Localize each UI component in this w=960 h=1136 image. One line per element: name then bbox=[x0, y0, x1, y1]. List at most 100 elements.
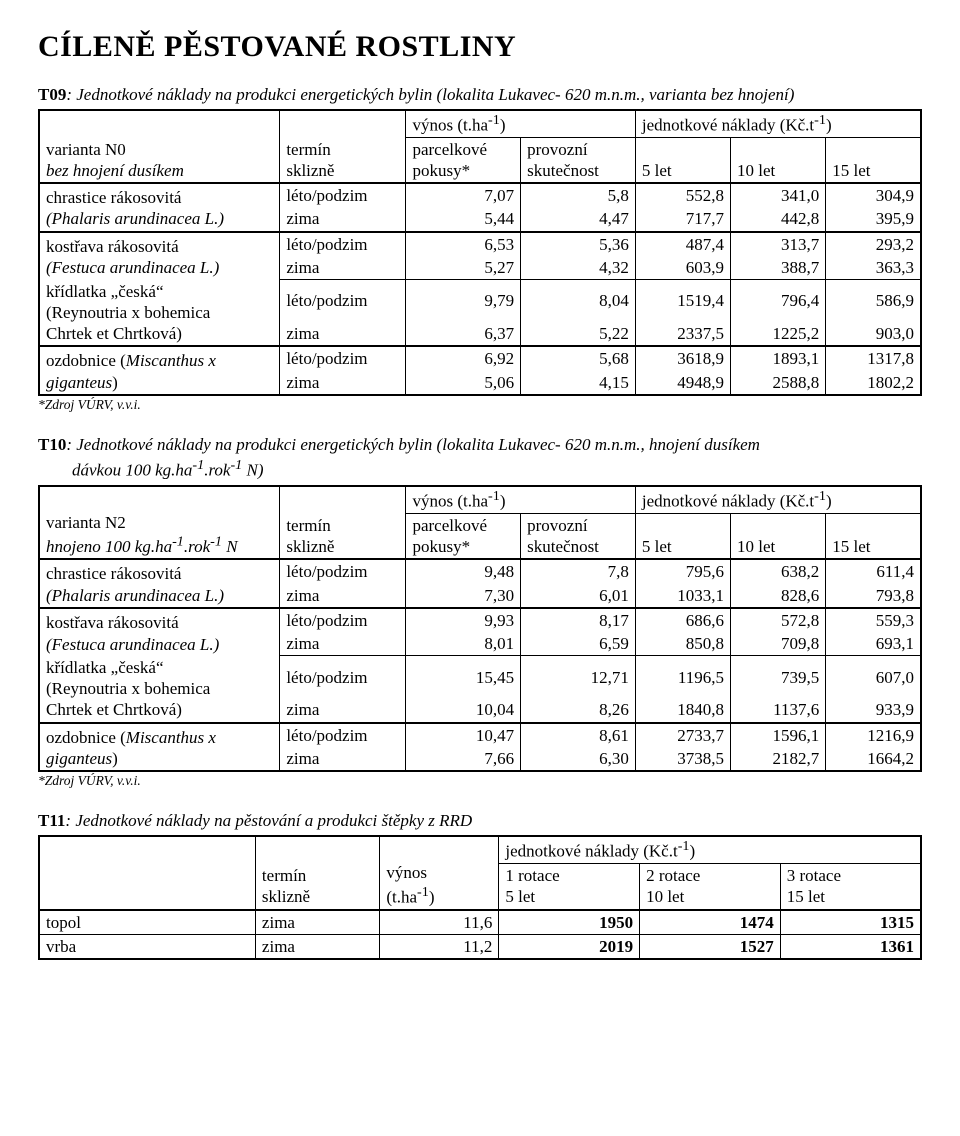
t10-v: 739,5 bbox=[731, 656, 826, 689]
t11-v: 11,6 bbox=[380, 910, 499, 935]
t09-v: 487,4 bbox=[635, 232, 730, 256]
t09-term-cell: termín sklizně bbox=[280, 110, 406, 183]
t09-prov-cell: provozní skutečnost bbox=[521, 137, 636, 183]
t09-v: 5,8 bbox=[521, 183, 636, 207]
t09-v: 796,4 bbox=[731, 280, 826, 313]
t09-r1-name-l2: (Phalaris arundinacea L.) bbox=[46, 209, 224, 228]
t09-prov-l2: skutečnost bbox=[527, 161, 599, 180]
t10-r3-name-l1: křídlatka „česká“ bbox=[46, 658, 164, 677]
t09-r4-name-mid: Miscanthus x bbox=[126, 351, 216, 370]
t10-h10: 10 let bbox=[731, 513, 826, 559]
t10-r4-name-close: ) bbox=[112, 749, 118, 768]
t09-v: 6,92 bbox=[406, 346, 521, 370]
t09-r1a-season: léto/podzim bbox=[280, 183, 406, 207]
t09-yield-sup: -1 bbox=[488, 112, 500, 128]
t09-r4-name-close: ) bbox=[112, 373, 118, 392]
t09-cost-close: ) bbox=[826, 115, 832, 134]
t09-v: 9,79 bbox=[406, 280, 521, 313]
t10-h5: 5 let bbox=[635, 513, 730, 559]
t09-h10: 10 let bbox=[731, 137, 826, 183]
t09-v: 442,8 bbox=[731, 207, 826, 231]
t09-r3-name-l1: křídlatka „česká“ bbox=[46, 282, 164, 301]
t10-r1-name-l2: (Phalaris arundinacea L.) bbox=[46, 586, 224, 605]
t10-parc-l2: pokusy* bbox=[412, 537, 470, 556]
t09-v: 4,47 bbox=[521, 207, 636, 231]
t11-v: 1361 bbox=[780, 934, 921, 959]
t09-v: 8,04 bbox=[521, 280, 636, 313]
t09-term-label: termín bbox=[286, 140, 330, 159]
t09-v: 552,8 bbox=[635, 183, 730, 207]
t11-cost-close: ) bbox=[690, 842, 696, 861]
t09-v: 4,15 bbox=[521, 371, 636, 395]
t10-r1-name-l1: chrastice rákosovitá bbox=[46, 564, 181, 583]
t09-v: 7,07 bbox=[406, 183, 521, 207]
t11-v: 1474 bbox=[640, 910, 781, 935]
t09-r1b-season: zima bbox=[280, 207, 406, 231]
t10-v: 1216,9 bbox=[826, 723, 921, 747]
t09-cost-sup: -1 bbox=[814, 112, 826, 128]
t09-r4a-season: léto/podzim bbox=[280, 346, 406, 370]
t10-v: 828,6 bbox=[731, 584, 826, 608]
t11-rot1-l1: 1 rotace bbox=[505, 866, 559, 885]
t11-cost-hdr: jednotkové náklady (Kč.t-1) bbox=[499, 836, 921, 863]
t11-term-sub: sklizně bbox=[262, 887, 310, 906]
t09-v: 2588,8 bbox=[731, 371, 826, 395]
t09-v: 395,9 bbox=[826, 207, 921, 231]
t09-parc-l2: pokusy* bbox=[412, 161, 470, 180]
t11-caption-text: : Jednotkové náklady na pěstování a prod… bbox=[65, 811, 472, 830]
t10-v: 686,6 bbox=[635, 608, 730, 632]
t10-r3a-season: léto/podzim bbox=[280, 656, 406, 689]
t10-yield-close: ) bbox=[500, 492, 506, 511]
t09-r1-name: chrastice rákosovitá (Phalaris arundinac… bbox=[39, 183, 280, 232]
t11-cost-span: jednotkové náklady (Kč.t bbox=[505, 842, 677, 861]
t10-r1-name: chrastice rákosovitá (Phalaris arundinac… bbox=[39, 559, 280, 608]
t10-yield-hdr: výnos (t.ha-1) bbox=[406, 486, 635, 513]
t09-parc-l1: parcelkové bbox=[412, 140, 487, 159]
t09-r4-name: ozdobnice (Miscanthus x giganteus) bbox=[39, 346, 280, 395]
t10-r2b-season: zima bbox=[280, 632, 406, 656]
t10-h15: 15 let bbox=[826, 513, 921, 559]
t09-v: 341,0 bbox=[731, 183, 826, 207]
t10-prov-cell: provozní skutečnost bbox=[521, 513, 636, 559]
t10-v: 15,45 bbox=[406, 656, 521, 689]
t10-r4b-season: zima bbox=[280, 747, 406, 771]
t09-v: 1317,8 bbox=[826, 346, 921, 370]
t10-caption-l2-post: N) bbox=[242, 461, 263, 480]
t10-caption-l2-sup2: -1 bbox=[230, 457, 242, 473]
t11-r1-name: topol bbox=[39, 910, 255, 935]
t10-r3-name-l3: Chrtek et Chrtková) bbox=[46, 700, 182, 719]
t09-yield-close: ) bbox=[500, 115, 506, 134]
t10-caption-text: : Jednotkové náklady na produkci energet… bbox=[66, 435, 760, 454]
t10-yield-sup: -1 bbox=[488, 488, 500, 504]
t11-r2-season: zima bbox=[255, 934, 379, 959]
t09-v: 603,9 bbox=[635, 256, 730, 280]
t09-v: 1802,2 bbox=[826, 371, 921, 395]
t10-v: 10,47 bbox=[406, 723, 521, 747]
t10-r4a-season: léto/podzim bbox=[280, 723, 406, 747]
t10-v: 2733,7 bbox=[635, 723, 730, 747]
t10-variant-sub-mid: .rok bbox=[184, 537, 210, 556]
t10-r3-name: křídlatka „česká“ (Reynoutria x bohemica… bbox=[39, 656, 280, 723]
t10-r4-name: ozdobnice (Miscanthus x giganteus) bbox=[39, 723, 280, 772]
t09-v: 6,53 bbox=[406, 232, 521, 256]
t11-term-cell: termín sklizně bbox=[255, 836, 379, 909]
t10-parc-l1: parcelkové bbox=[412, 516, 487, 535]
t11-caption-prefix: T11 bbox=[38, 811, 65, 830]
t10-v: 8,61 bbox=[521, 723, 636, 747]
t11-yield-cell: výnos (t.ha-1) bbox=[380, 836, 499, 909]
t10-v: 9,93 bbox=[406, 608, 521, 632]
t10-variant-sub-pre: hnojeno 100 kg.ha bbox=[46, 537, 172, 556]
t10-v: 12,71 bbox=[521, 656, 636, 689]
t09-h5: 5 let bbox=[635, 137, 730, 183]
t09-r2-name-l1: kostřava rákosovitá bbox=[46, 237, 179, 256]
t11-blank bbox=[39, 836, 255, 909]
t10-r2-name-l2: (Festuca arundinacea L.) bbox=[46, 635, 219, 654]
t09-r3a-season: léto/podzim bbox=[280, 280, 406, 313]
t10-v: 572,8 bbox=[731, 608, 826, 632]
t10-cost-sup: -1 bbox=[814, 488, 826, 504]
t09-prov-l1: provozní bbox=[527, 140, 587, 159]
t11-v: 1527 bbox=[640, 934, 781, 959]
t11-yield-sup: -1 bbox=[417, 884, 429, 900]
t09-variant-label: varianta N0 bbox=[46, 140, 126, 159]
t09-v: 5,06 bbox=[406, 371, 521, 395]
